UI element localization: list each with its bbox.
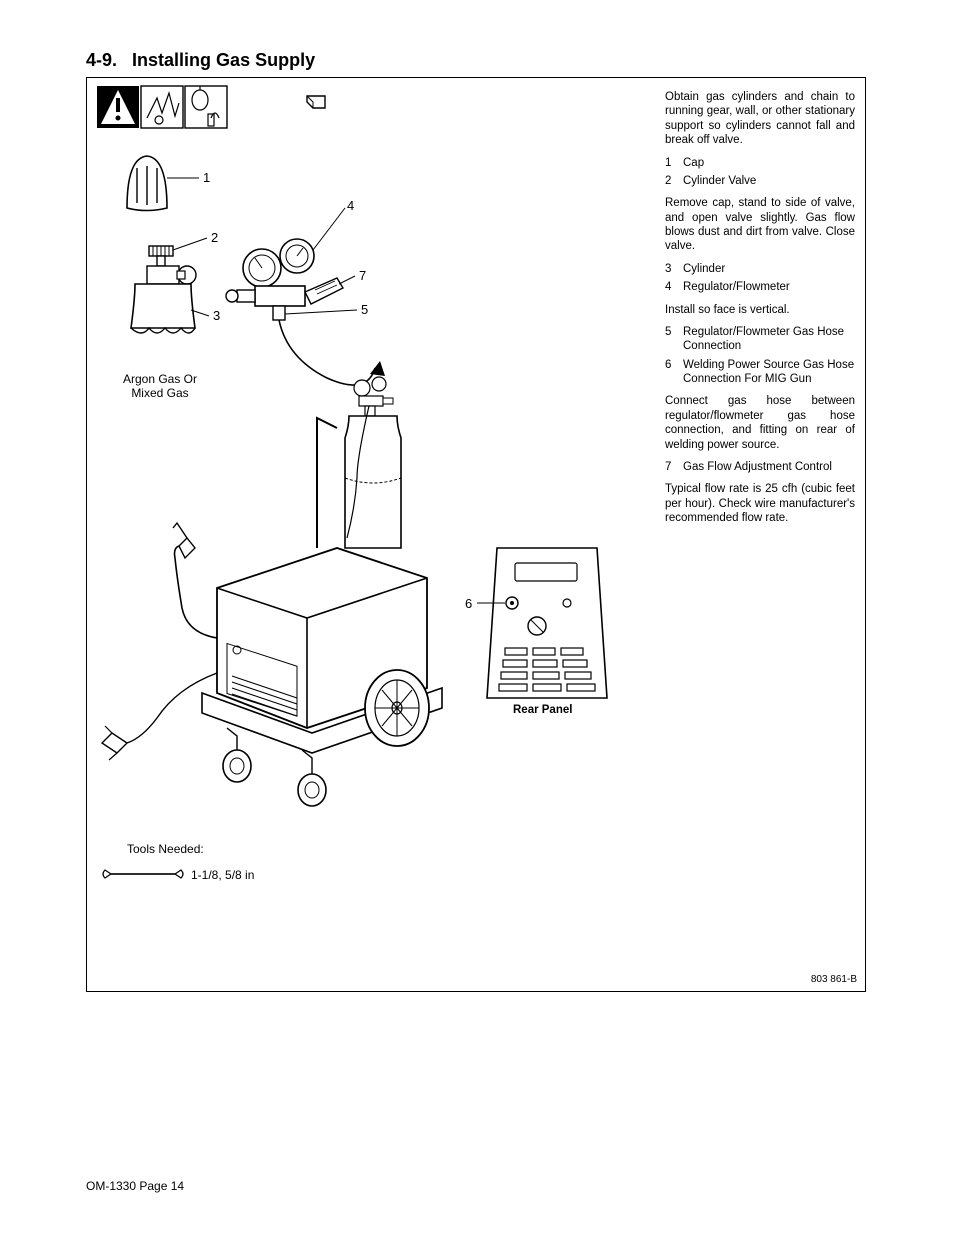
callout-3: 3 (213, 308, 220, 323)
item-number: 5 (665, 325, 683, 354)
list-item: 5 Regulator/Flowmeter Gas Hose Connectio… (665, 325, 855, 354)
safety-icon-explosion (141, 86, 183, 128)
page-footer: OM-1330 Page 14 (86, 1179, 184, 1193)
wrench-icon (103, 870, 183, 878)
item-text: Cylinder (683, 262, 725, 276)
item-number: 4 (665, 280, 683, 294)
item-text: Cylinder Valve (683, 174, 756, 188)
item-text: Regulator/Flowmeter (683, 280, 790, 294)
para-a: Remove cap, stand to side of valve, and … (665, 196, 855, 254)
tools-needed-label: Tools Needed: (127, 842, 204, 856)
item-number: 7 (665, 460, 683, 474)
para-c: Connect gas hose between regulator/flowm… (665, 394, 855, 452)
gas-label-line2: Mixed Gas (131, 386, 188, 400)
para-d: Typical flow rate is 25 cfh (cubic feet … (665, 482, 855, 525)
callout-6: 6 (465, 596, 472, 611)
item-number: 6 (665, 358, 683, 387)
list-item: 6 Welding Power Source Gas Hose Connecti… (665, 358, 855, 387)
intro-text: Obtain gas cylinders and chain to runnin… (665, 90, 855, 148)
gas-type-label: Argon Gas Or Mixed Gas (105, 372, 215, 401)
callout-7: 7 (359, 268, 366, 283)
list-item: 1 Cap (665, 156, 855, 170)
rear-panel-drawing (477, 548, 607, 698)
item-text: Gas Flow Adjustment Control (683, 460, 832, 474)
item-number: 2 (665, 174, 683, 188)
item-number: 1 (665, 156, 683, 170)
instruction-column: Obtain gas cylinders and chain to runnin… (665, 90, 855, 533)
list-item: 4 Regulator/Flowmeter (665, 280, 855, 294)
section-heading: Installing Gas Supply (132, 50, 315, 70)
list-item: 3 Cylinder (665, 262, 855, 276)
callout-4: 4 (347, 198, 354, 213)
rear-panel-label: Rear Panel (513, 704, 572, 716)
section-number: 4-9. (86, 50, 117, 70)
diagram-area: 1 2 3 4 5 6 7 Argon Gas Or Mixed Gas Rea… (87, 78, 632, 988)
safety-icon-cylinder (185, 86, 227, 128)
callout-1: 1 (203, 170, 210, 185)
list-item: 2 Cylinder Valve (665, 174, 855, 188)
wrench-sizes: 1-1/8, 5/8 in (191, 868, 254, 882)
callout-2: 2 (211, 230, 218, 245)
document-reference: 803 861-B (811, 974, 857, 985)
cylinder-valve-drawing (131, 238, 209, 333)
welder-cart-drawing (102, 377, 442, 806)
item-number: 3 (665, 262, 683, 276)
gas-label-line1: Argon Gas Or (123, 372, 197, 386)
item-text: Regulator/Flowmeter Gas Hose Connection (683, 325, 855, 354)
list-item: 7 Gas Flow Adjustment Control (665, 460, 855, 474)
item-text: Cap (683, 156, 704, 170)
item-text: Welding Power Source Gas Hose Connection… (683, 358, 855, 387)
regulator-drawing (226, 208, 385, 385)
note-icon (307, 96, 325, 108)
cap-drawing (127, 156, 199, 211)
section-title: 4-9. Installing Gas Supply (86, 50, 866, 71)
callout-5: 5 (361, 302, 368, 317)
para-b: Install so face is vertical. (665, 303, 855, 317)
content-box: 1 2 3 4 5 6 7 Argon Gas Or Mixed Gas Rea… (86, 77, 866, 992)
warning-icon (97, 86, 139, 128)
